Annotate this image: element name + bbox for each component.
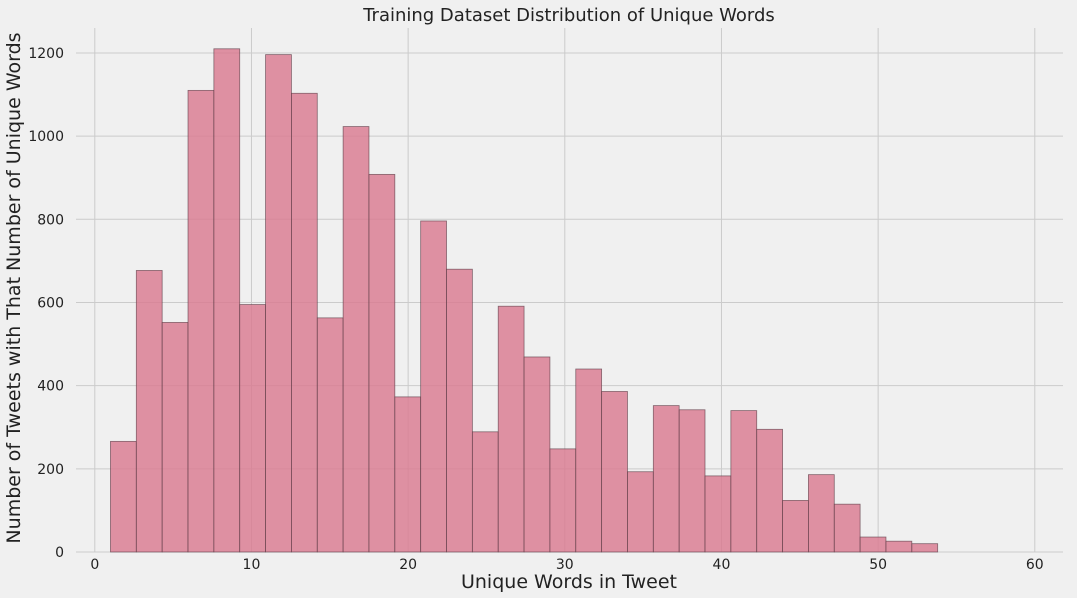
x-tick-label: 60 xyxy=(1026,557,1044,573)
histogram-bar xyxy=(420,220,447,553)
x-tick-label: 40 xyxy=(713,557,731,573)
y-tick-labels: 0 200 400 600 800 1000 1200 xyxy=(28,46,64,561)
histogram-bar xyxy=(911,543,939,553)
x-tick-label: 10 xyxy=(243,557,261,573)
x-tick-label: 30 xyxy=(556,557,574,573)
histogram-bar xyxy=(652,405,680,553)
y-tick-label: 1200 xyxy=(28,46,64,62)
histogram-bar xyxy=(497,305,525,553)
histogram-bar xyxy=(446,268,473,553)
x-tick-labels: 0 10 20 30 40 50 60 xyxy=(90,557,1043,573)
histogram-bar xyxy=(394,396,422,553)
histogram-bar xyxy=(471,431,499,553)
x-tick-label: 20 xyxy=(399,557,417,573)
histogram-bar xyxy=(265,54,292,553)
x-axis-label: Unique Words in Tweet xyxy=(461,571,677,593)
histogram-bar xyxy=(859,536,887,553)
histogram-bar xyxy=(316,317,344,553)
histogram-bar xyxy=(549,448,577,553)
chart-title: Training Dataset Distribution of Unique … xyxy=(362,5,775,26)
x-tick-label: 0 xyxy=(90,557,99,573)
histogram-bar xyxy=(291,92,318,553)
histogram-bar xyxy=(730,410,758,553)
histogram-bar xyxy=(342,126,370,553)
histogram-bar xyxy=(135,270,163,553)
histogram-bar xyxy=(161,322,189,553)
histogram-bar xyxy=(523,356,551,553)
y-tick-label: 1000 xyxy=(28,129,64,145)
grid-lines xyxy=(76,28,1063,553)
y-tick-label: 600 xyxy=(37,295,64,311)
bars xyxy=(110,48,939,553)
histogram-bar xyxy=(678,409,706,553)
histogram-bar xyxy=(368,173,396,553)
y-tick-label: 0 xyxy=(55,545,64,561)
y-tick-label: 400 xyxy=(37,379,64,395)
histogram-bar xyxy=(885,540,913,553)
y-tick-label: 200 xyxy=(37,462,64,478)
histogram-bar xyxy=(575,368,603,553)
histogram-bar xyxy=(187,89,215,553)
histogram-bar xyxy=(704,475,732,553)
histogram-bar xyxy=(808,474,835,553)
histogram-bar xyxy=(239,304,266,553)
histogram-bar xyxy=(756,428,783,553)
histogram-bar xyxy=(110,440,137,553)
x-tick-label: 50 xyxy=(869,557,887,573)
y-axis-label: Number of Tweets with That Number of Uni… xyxy=(3,32,25,543)
histogram-bar xyxy=(833,503,861,553)
histogram-bar xyxy=(213,48,241,553)
histogram-bar xyxy=(601,391,628,553)
y-tick-label: 800 xyxy=(37,212,64,228)
histogram-bar xyxy=(627,471,654,553)
histogram-bar xyxy=(782,500,809,553)
